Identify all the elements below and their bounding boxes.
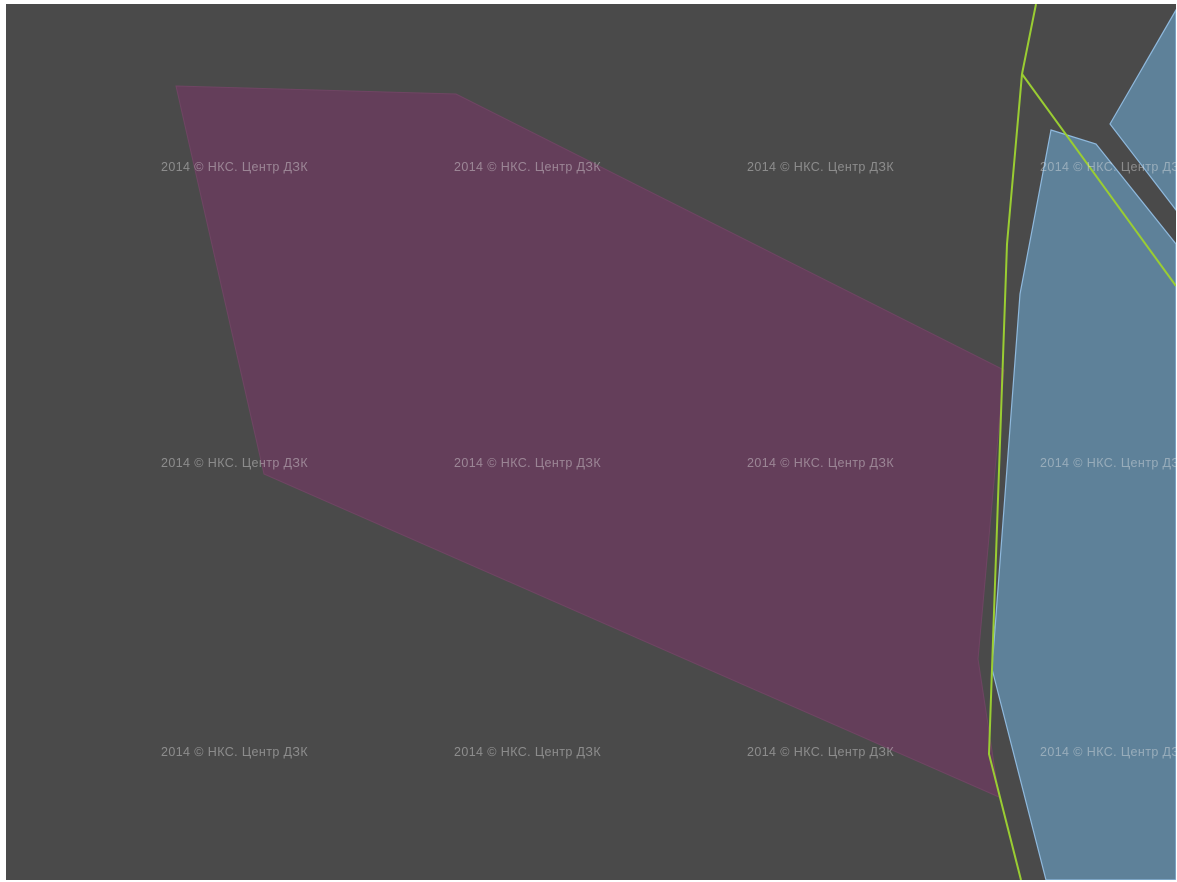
blue-region-polygon[interactable] [991,129,1176,880]
purple-region-polygon[interactable] [175,85,1005,798]
map-canvas[interactable] [6,4,1176,880]
green-boundary-line[interactable] [987,4,1037,880]
green-boundary-line-branch[interactable] [1021,73,1176,287]
map-viewport[interactable]: 2014 © НКС. Центр ДЗК 2014 © НКС. Центр Д… [6,4,1176,880]
blue-region-upper-polygon[interactable] [1109,8,1176,211]
